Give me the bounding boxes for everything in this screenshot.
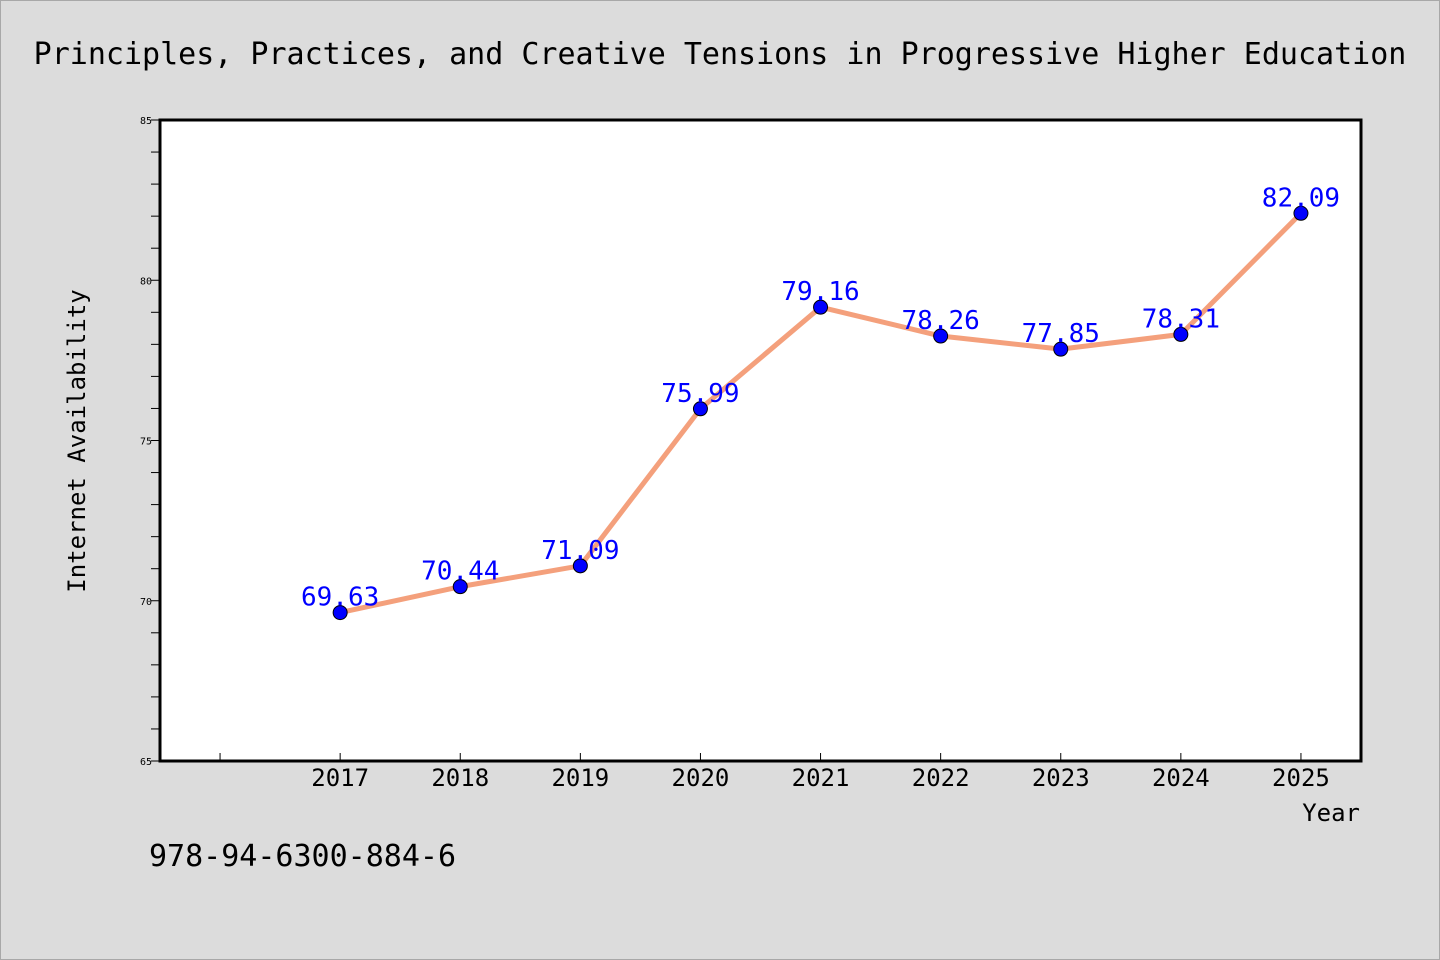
x-axis: 2017 2018 2019 2020 2021 2022 2023 2024 2025 xyxy=(219,753,1330,792)
x-axis-label: Year xyxy=(1302,799,1360,827)
y-tick-label: 85 xyxy=(140,116,152,127)
y-tick-label: 75 xyxy=(140,437,152,448)
data-label: 69.63 xyxy=(301,583,379,613)
data-point-marker xyxy=(1293,205,1309,221)
data-point-marker xyxy=(1173,326,1189,342)
plot-area xyxy=(158,118,1363,763)
x-tick-label: 2018 xyxy=(431,764,489,792)
data-label: 78.26 xyxy=(902,306,980,336)
data-point-marker xyxy=(933,328,949,344)
data-point-marker xyxy=(452,579,468,595)
data-point-marker xyxy=(692,401,708,417)
x-tick-label: 2017 xyxy=(311,764,369,792)
data-label: 78.31 xyxy=(1142,304,1220,334)
x-tick-label: 2021 xyxy=(792,764,850,792)
data-label: 82.09 xyxy=(1262,183,1340,213)
x-tick-label: 2019 xyxy=(551,764,609,792)
data-point-marker xyxy=(1053,341,1069,357)
series-markers xyxy=(332,205,1309,621)
y-tick-label: 65 xyxy=(140,757,152,768)
y-tick-label: 70 xyxy=(140,597,152,608)
data-label: 71.09 xyxy=(541,536,619,566)
y-tick-label: 80 xyxy=(140,276,152,287)
data-labels: 69.63 70.44 71.09 75.99 79.16 78.26 77.85 78.31… xyxy=(301,183,1340,612)
x-tick-label: 2024 xyxy=(1152,764,1210,792)
data-label: 79.16 xyxy=(781,277,859,307)
data-label: 70.44 xyxy=(421,557,499,587)
data-point-marker xyxy=(332,605,348,621)
x-tick-label: 2020 xyxy=(672,764,730,792)
data-point-marker xyxy=(572,558,588,574)
x-tick-label: 2022 xyxy=(912,764,970,792)
data-label: 75.99 xyxy=(661,379,739,409)
y-axis: 65 70 75 80 85 xyxy=(140,116,160,768)
data-label: 77.85 xyxy=(1022,319,1100,349)
data-point-marker xyxy=(813,299,829,315)
y-axis-label: Internet Availability xyxy=(63,289,91,592)
footer-isbn: 978-94-6300-884-6 xyxy=(149,839,456,874)
x-tick-label: 2023 xyxy=(1032,764,1090,792)
x-tick-label: 2025 xyxy=(1272,764,1330,792)
chart-title: Principles, Practices, and Creative Tens… xyxy=(34,37,1407,72)
